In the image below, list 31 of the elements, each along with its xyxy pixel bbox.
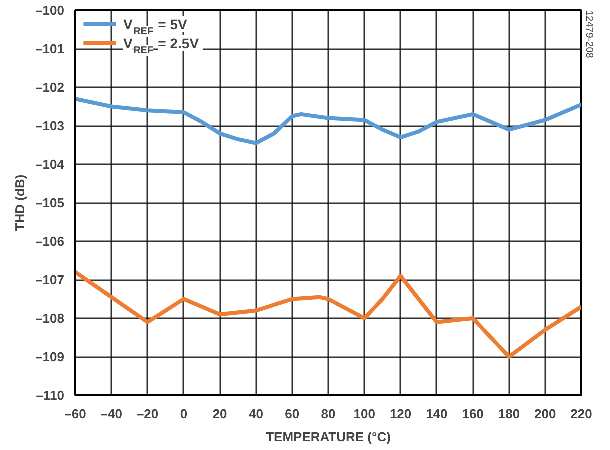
x-tick-label: 0 <box>180 406 188 422</box>
x-tick-label: 160 <box>462 406 484 422</box>
x-tick-label: 140 <box>426 406 448 422</box>
y-tick-label: –110 <box>36 388 64 403</box>
y-tick-label: –106 <box>36 234 64 249</box>
y-tick-label: –104 <box>36 157 66 172</box>
y-axis-title: THD (dB) <box>12 174 28 232</box>
x-tick-label: –20 <box>136 406 159 422</box>
y-tick-label: –101 <box>36 42 64 56</box>
y-tick-label: –107 <box>36 272 64 288</box>
y-tick-label: –105 <box>36 196 64 210</box>
line-series <box>76 270 582 359</box>
x-tick-label: 120 <box>390 406 412 422</box>
text: 12479-208 <box>584 10 594 59</box>
x-tick-label: 220 <box>570 406 592 422</box>
x-tick-label: 100 <box>354 406 376 422</box>
x-tick-label: –60 <box>64 406 86 422</box>
y-tick-label: –109 <box>36 350 64 364</box>
x-tick-label: 40 <box>248 406 264 422</box>
x-axis-title: TEMPERATURE (°C) <box>266 430 391 444</box>
x-tick-label: 60 <box>285 406 300 422</box>
x-tick-label: –40 <box>100 406 122 422</box>
y-tick-label: –102 <box>36 80 64 95</box>
x-tick-label: 180 <box>498 406 520 422</box>
y-tick-label: –103 <box>36 118 64 134</box>
x-tick-label: 20 <box>212 406 228 422</box>
x-tick-label: 200 <box>534 406 556 422</box>
line-series <box>76 97 582 146</box>
x-tick-label: 80 <box>321 406 336 422</box>
y-tick-label: –108 <box>36 311 64 326</box>
y-tick-label: –100 <box>36 3 64 18</box>
